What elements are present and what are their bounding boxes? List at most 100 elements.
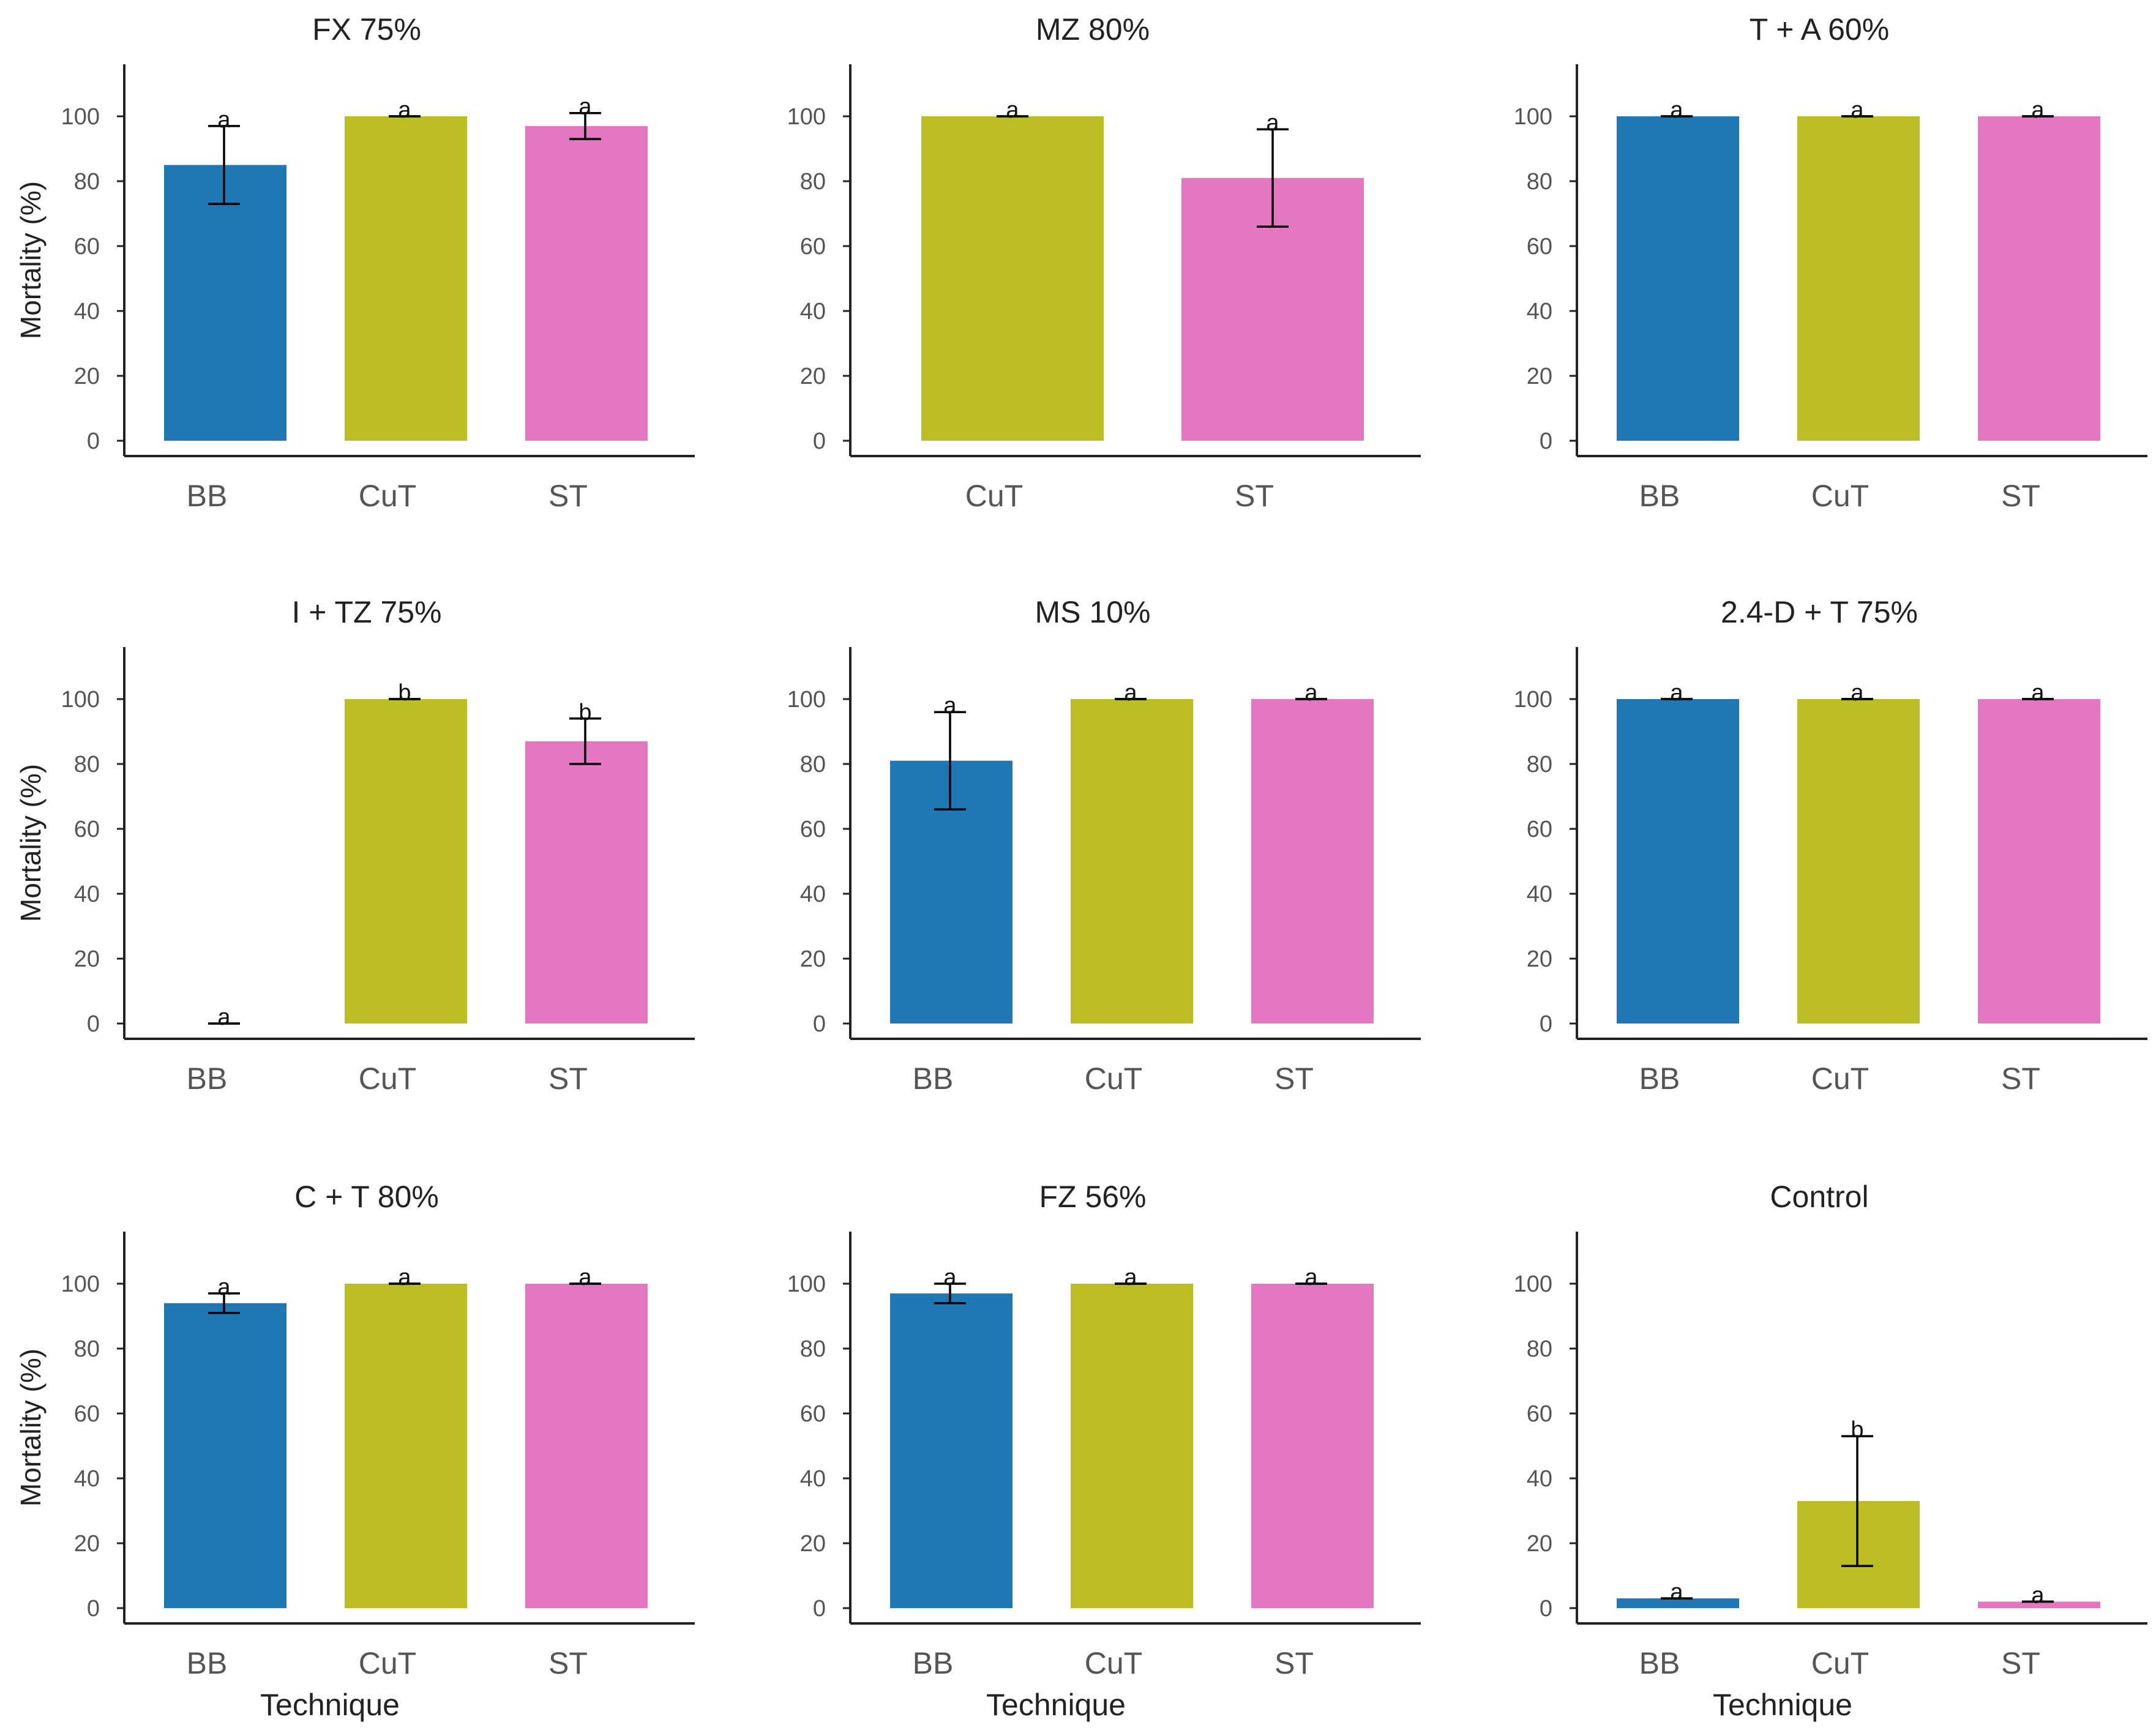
bar-CuT: [1797, 699, 1920, 1024]
bar-CuT: [345, 1284, 467, 1608]
significance-letter-BB: a: [1670, 680, 1683, 706]
y-tick-label: 0: [87, 429, 100, 454]
y-tick-label: 60: [800, 1401, 826, 1427]
y-tick-label: 40: [800, 881, 826, 907]
bar-ST: [525, 741, 648, 1024]
y-tick-label: 0: [87, 1011, 100, 1037]
significance-letter-BB: a: [943, 693, 957, 719]
y-tick-label: 80: [800, 169, 826, 195]
y-tick-label: 80: [1527, 169, 1552, 195]
bar-ST: [1978, 1601, 2100, 1608]
bar-BB: [1617, 116, 1739, 441]
y-tick-label: 0: [87, 1596, 100, 1622]
bar-BB: [1617, 699, 1739, 1024]
significance-letter-BB: a: [943, 1265, 957, 1290]
significance-letter-CuT: a: [398, 97, 411, 123]
chart-panel-3: T + A 60% 0 20 40 60 80 100 a BB a CuT a ST: [1514, 12, 2147, 513]
y-tick-label: 40: [800, 299, 826, 324]
y-axis-label: Mortality (%): [15, 181, 47, 339]
y-tick-label: 0: [813, 429, 826, 454]
x-tick-label-ST: ST: [2001, 479, 2040, 513]
chart-title: 2.4-D + T 75%: [1721, 595, 1918, 629]
y-tick-label: 100: [61, 687, 100, 713]
chart-title: FZ 56%: [1039, 1180, 1146, 1214]
y-tick-label: 0: [813, 1596, 826, 1622]
chart-panel-2: MZ 80% 0 20 40 60 80 100 a CuT a ST: [787, 12, 1421, 513]
y-tick-label: 80: [74, 169, 100, 195]
y-tick-label: 40: [74, 1466, 100, 1492]
y-tick-label: 20: [1527, 1531, 1552, 1557]
chart-title: Control: [1770, 1180, 1868, 1214]
y-tick-label: 100: [1514, 1271, 1552, 1297]
significance-letter-BB: a: [217, 1005, 231, 1030]
bar-ST: [525, 1284, 648, 1608]
significance-letter-CuT: b: [398, 680, 411, 706]
bar-BB: [164, 1303, 286, 1608]
y-tick-label: 60: [74, 234, 100, 260]
y-tick-label: 80: [1527, 752, 1552, 777]
y-tick-label: 20: [800, 946, 826, 972]
y-tick-label: 100: [1514, 687, 1552, 713]
y-tick-label: 20: [74, 1531, 100, 1557]
y-tick-label: 100: [61, 1271, 100, 1297]
y-tick-label: 40: [1527, 881, 1552, 907]
x-tick-label-BB: BB: [187, 1646, 228, 1680]
bar-BB: [1617, 1598, 1739, 1608]
x-axis-label: Technique: [1713, 1688, 1852, 1722]
significance-letter-CuT: a: [1124, 680, 1137, 706]
x-tick-label-CuT: CuT: [1811, 479, 1869, 513]
bar-ST: [1251, 699, 1374, 1024]
x-axis-label: Technique: [986, 1688, 1126, 1722]
x-tick-label-CuT: CuT: [965, 479, 1023, 513]
x-tick-label-ST: ST: [548, 1646, 588, 1680]
y-tick-label: 60: [74, 817, 100, 842]
chart-title: MZ 80%: [1036, 12, 1150, 47]
y-tick-label: 20: [74, 946, 100, 972]
y-tick-label: 40: [800, 1466, 826, 1492]
bar-CuT: [1071, 699, 1193, 1024]
significance-letter-ST: a: [1266, 110, 1279, 136]
significance-letter-BB: a: [1670, 1579, 1683, 1605]
chart-panel-8: FZ 56% 0 20 40 60 80 100 a BB a CuT a ST Technique: [787, 1180, 1421, 1722]
y-tick-label: 0: [813, 1011, 826, 1037]
y-tick-label: 60: [1527, 817, 1552, 842]
bar-BB: [164, 165, 286, 441]
x-tick-label-ST: ST: [548, 1061, 588, 1096]
bar-CuT: [1071, 1284, 1193, 1608]
x-tick-label-CuT: CuT: [359, 479, 416, 513]
bar-CuT: [345, 116, 467, 441]
x-tick-label-BB: BB: [913, 1646, 954, 1680]
y-tick-label: 40: [74, 881, 100, 907]
x-tick-label-CuT: CuT: [359, 1646, 416, 1680]
x-tick-label-CuT: CuT: [1811, 1646, 1869, 1680]
y-tick-label: 40: [1527, 1466, 1552, 1492]
y-tick-label: 20: [1527, 364, 1552, 389]
significance-letter-CuT: a: [1851, 97, 1864, 123]
y-tick-label: 80: [1527, 1336, 1552, 1362]
chart-title: MS 10%: [1035, 595, 1151, 629]
y-axis-label: Mortality (%): [15, 1349, 47, 1507]
y-tick-label: 60: [74, 1401, 100, 1427]
y-tick-label: 0: [1540, 1596, 1552, 1622]
y-tick-label: 20: [1527, 946, 1552, 972]
y-tick-label: 100: [61, 104, 100, 130]
significance-letter-ST: a: [578, 1265, 592, 1290]
bar-CuT: [1797, 116, 1920, 441]
significance-letter-ST: a: [2031, 1582, 2045, 1608]
x-tick-label-ST: ST: [2001, 1061, 2040, 1096]
x-tick-label-CuT: CuT: [359, 1061, 416, 1096]
chart-title: C + T 80%: [294, 1180, 439, 1214]
y-tick-label: 80: [74, 1336, 100, 1362]
x-tick-label-CuT: CuT: [1085, 1061, 1142, 1096]
x-tick-label-ST: ST: [1275, 1061, 1314, 1096]
chart-panel-4: I + TZ 75% 0 20 40 60 80 100 Mortality (%) a BB b C…: [15, 595, 695, 1096]
y-tick-label: 100: [787, 104, 826, 130]
y-tick-label: 80: [74, 752, 100, 777]
chart-title: I + TZ 75%: [291, 595, 441, 629]
x-tick-label-BB: BB: [187, 1061, 228, 1096]
bar-BB: [890, 1293, 1012, 1608]
y-tick-label: 20: [74, 364, 100, 389]
significance-letter-ST: a: [2031, 680, 2045, 706]
significance-letter-CuT: a: [398, 1265, 411, 1290]
